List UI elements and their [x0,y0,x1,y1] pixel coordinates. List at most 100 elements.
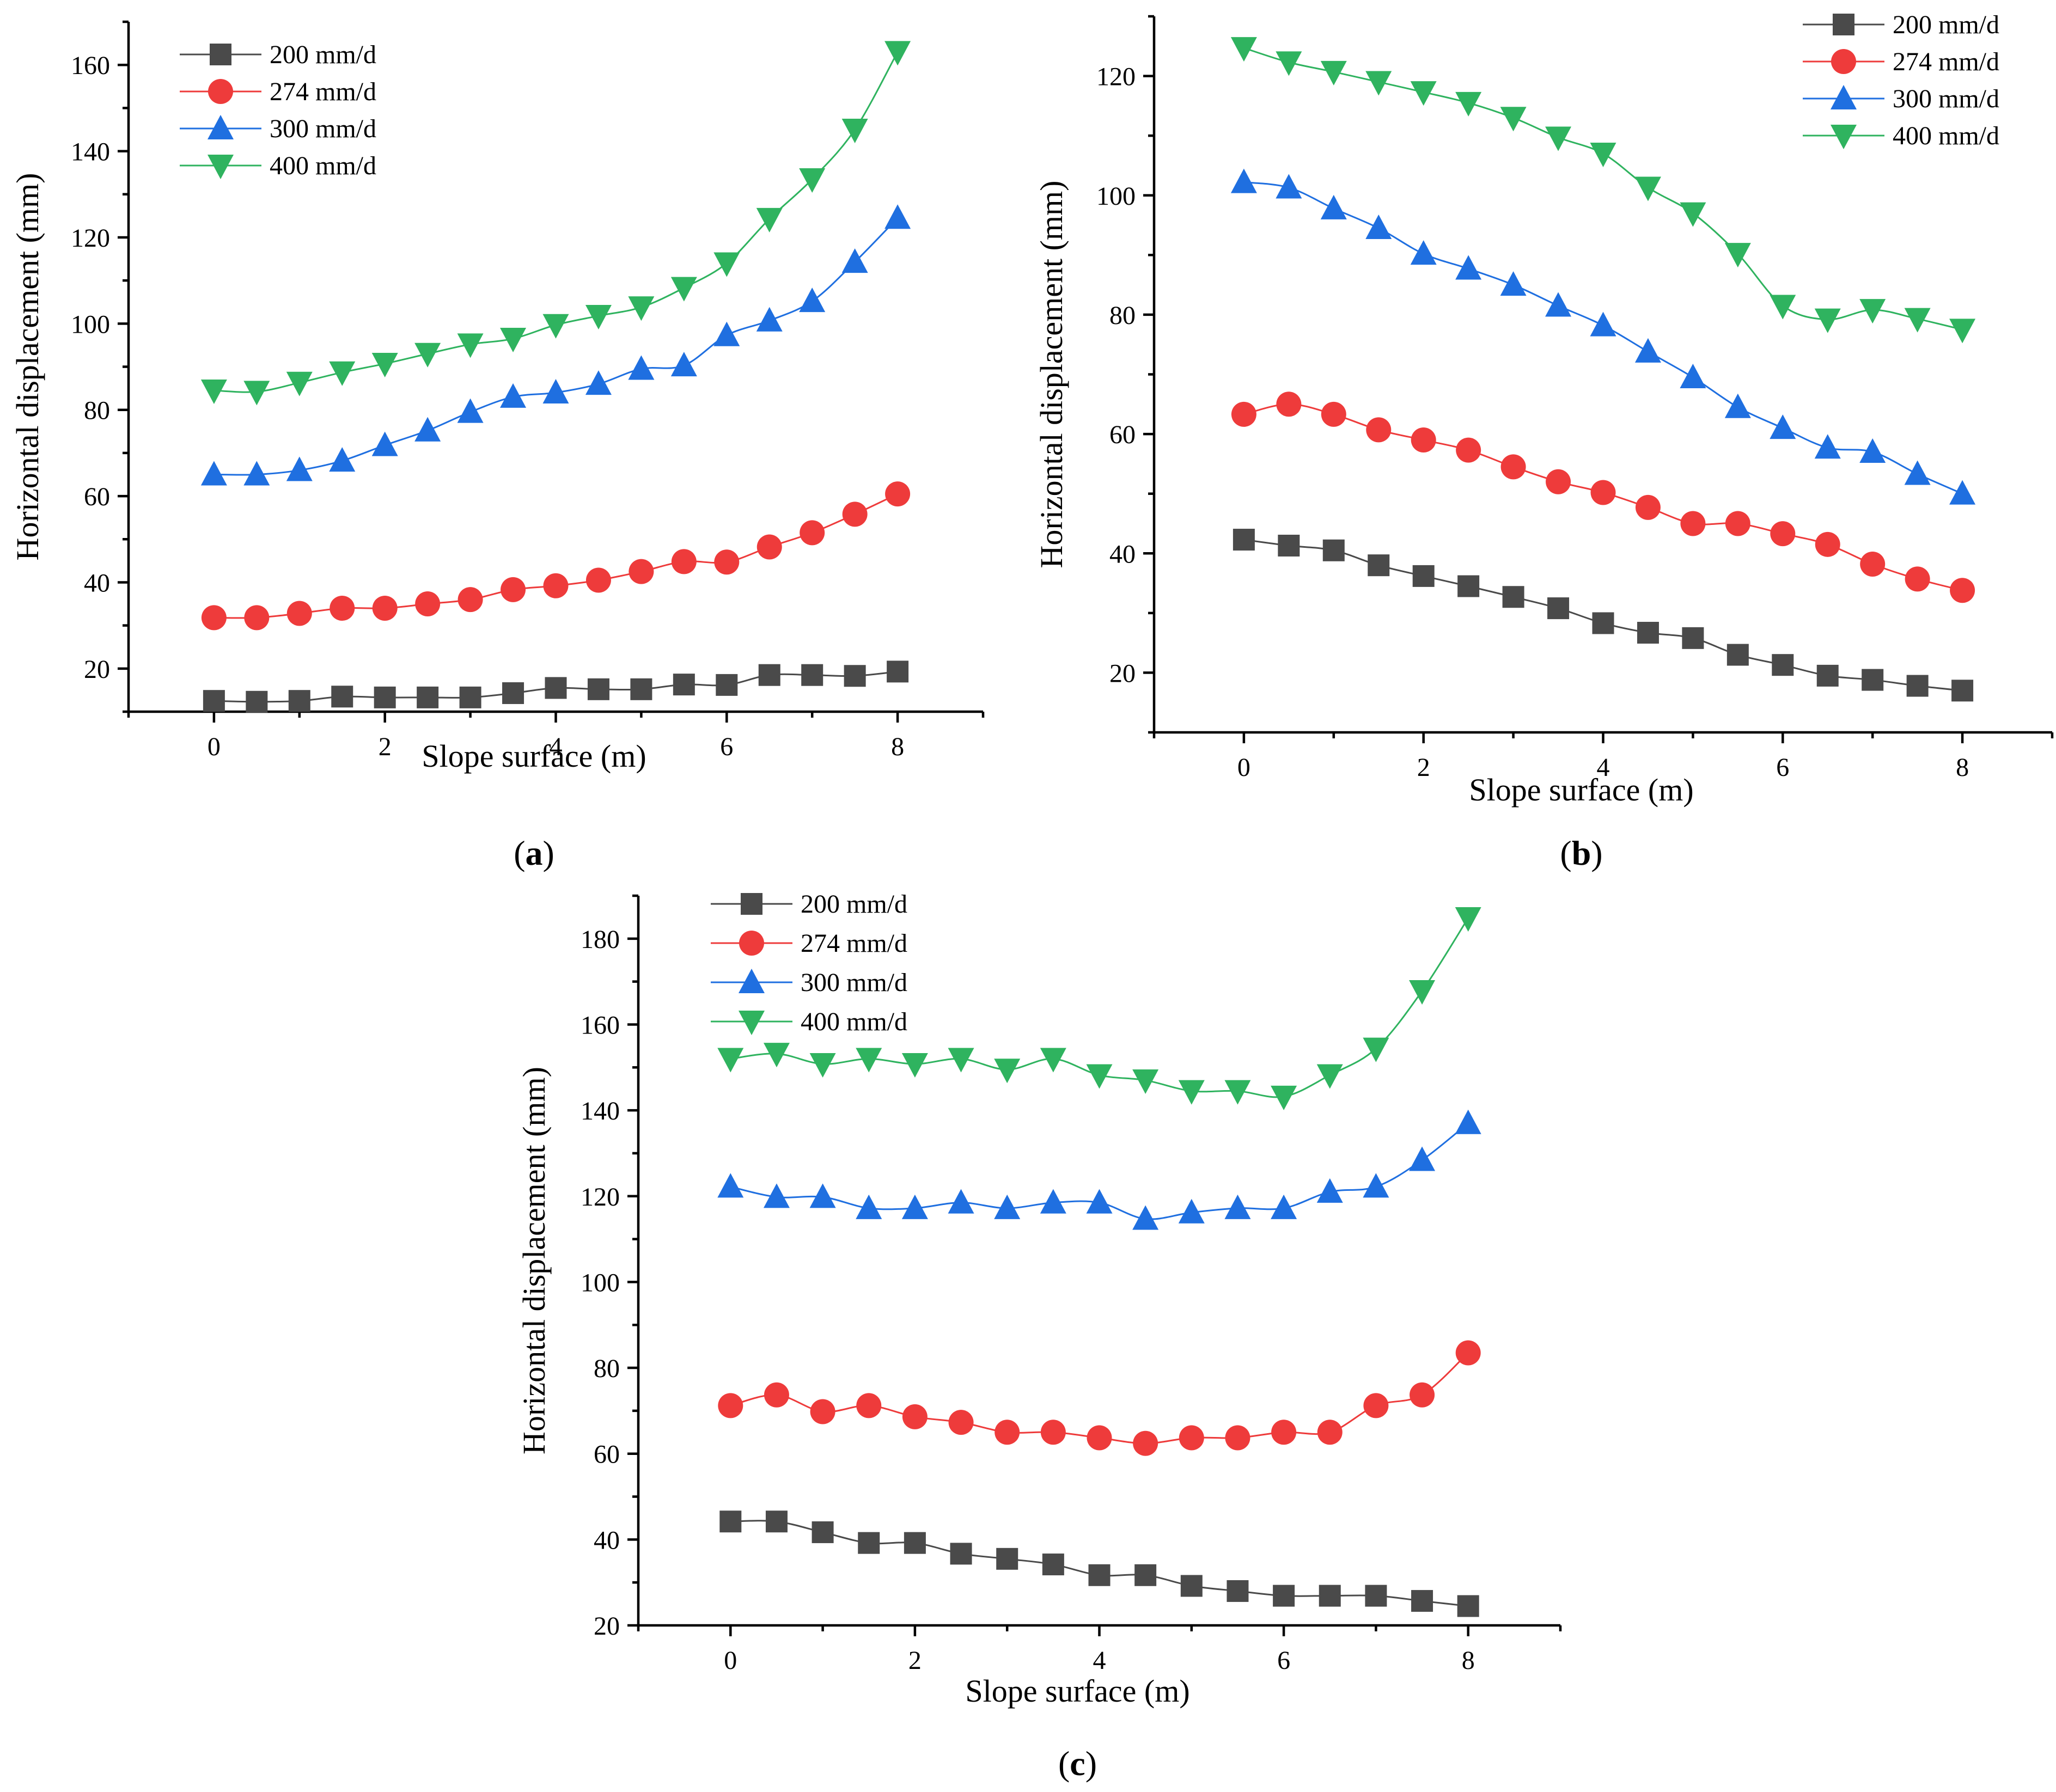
panel-label: (a) [514,834,554,872]
x-tick-label: 8 [891,732,904,761]
y-axis-title: Horizontal displacement (mm) [1034,181,1069,568]
x-axis-title: Slope surface (m) [1469,772,1693,808]
series-274-mm-d [201,481,911,631]
data-point [1363,1173,1389,1198]
data-point [670,352,697,377]
data-point [1772,654,1794,676]
data-point [1545,126,1572,151]
data-point [1412,565,1435,587]
data-point [1455,907,1481,932]
data-point [763,1183,790,1208]
legend-entry: 300 mm/d [1803,84,1999,113]
series-300-mm-d [717,1109,1481,1230]
data-point [286,601,312,626]
data-point [1455,1340,1481,1366]
data-point [329,447,356,472]
series-274-mm-d [718,1340,1481,1456]
data-point [1860,551,1886,577]
data-point [1278,535,1300,557]
legend-label: 400 mm/d [801,1007,907,1036]
y-axis-title: Horizontal displacement (mm) [10,173,45,561]
data-point [950,1543,972,1565]
data-point [1859,299,1886,324]
x-tick-label: 2 [379,732,392,761]
data-point [841,248,868,273]
data-point [1590,311,1616,337]
data-point [1456,437,1481,463]
data-point [200,380,227,405]
data-point [1814,434,1841,459]
legend-label: 274 mm/d [801,929,907,958]
data-point [1271,1194,1297,1219]
data-point [856,1048,882,1073]
legend-marker [210,44,231,65]
data-point [948,1048,974,1073]
data-point [1365,1585,1387,1607]
data-point [1500,271,1527,296]
y-tick-label: 60 [84,482,110,511]
y-tick-label: 80 [1109,301,1136,330]
legend-label: 200 mm/d [801,890,907,919]
data-point [1457,1595,1479,1617]
series-300-mm-d [200,204,911,486]
data-point [801,664,823,686]
series-400-mm-d [200,41,911,406]
data-point [1455,91,1482,117]
data-point [756,534,782,560]
data-point [628,355,655,380]
data-point [902,1404,928,1429]
data-point [1949,480,1976,505]
legend-entry: 400 mm/d [180,151,376,180]
data-point [543,573,569,598]
series-300-mm-d [1230,168,1976,505]
data-point [542,379,569,404]
data-point [1680,511,1706,536]
legend-label: 300 mm/d [270,114,376,143]
data-point [628,296,655,321]
data-point [457,333,484,358]
y-tick-label: 140 [581,1097,620,1126]
data-point [1634,338,1661,363]
data-point [1680,363,1706,388]
data-point [629,559,654,584]
data-point [887,660,909,683]
data-point [1316,1178,1343,1203]
data-point [1725,511,1750,536]
data-point [1637,621,1659,644]
y-tick-label: 160 [71,51,110,80]
data-point [1225,1425,1250,1451]
legend-entry: 400 mm/d [711,1007,907,1036]
data-point [200,461,227,486]
series-274-mm-d [1231,392,1975,603]
series-line [213,217,899,476]
y-tick-label: 100 [71,310,110,339]
x-tick-label: 4 [1093,1646,1106,1675]
panel-b: 20 40 60 80 100 120 0 2 4 6 8 Slope surface (m) Hori… [1034,10,2054,872]
data-point [1363,1037,1389,1062]
y-tick-label: 80 [594,1354,620,1383]
data-point [1366,417,1392,443]
legend-marker [741,893,762,915]
data-point [1951,680,1974,702]
data-point [1547,597,1570,620]
y-tick-label: 20 [594,1612,620,1641]
data-point [372,595,398,621]
data-point [1726,644,1749,666]
data-point [414,343,441,368]
data-point [329,361,356,386]
data-point [502,682,524,704]
data-point [203,690,225,712]
data-point [713,321,740,346]
data-point [1724,393,1751,418]
legend-marker [1831,49,1856,74]
data-point [288,690,310,712]
data-point [994,1194,1021,1219]
data-point [800,520,825,546]
legend-entry: 274 mm/d [180,77,376,106]
data-point [630,678,652,700]
data-point [1271,1085,1297,1110]
data-point [901,1194,928,1219]
data-point [330,595,355,621]
data-point [1042,1554,1064,1576]
